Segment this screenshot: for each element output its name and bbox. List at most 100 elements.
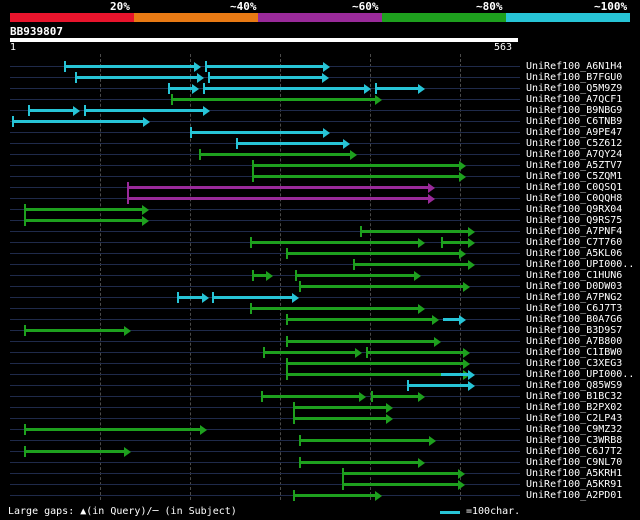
hit-segment[interactable] (235, 142, 345, 145)
hit-label-link[interactable]: UniRef100_C9MZ32 (526, 424, 623, 435)
hit-arrow-icon (201, 292, 209, 303)
hit-segment[interactable] (11, 120, 144, 123)
hit-segment[interactable] (286, 340, 436, 343)
hit-segment[interactable] (342, 483, 459, 486)
hit-segment[interactable] (28, 109, 75, 112)
hit-label-link[interactable]: UniRef100_A5KR91 (526, 479, 623, 490)
hit-segment[interactable] (204, 65, 325, 68)
hit-segment[interactable] (251, 175, 460, 178)
hit-segment[interactable] (207, 76, 324, 79)
hit-segment[interactable] (360, 230, 469, 233)
hit-segment[interactable] (365, 351, 465, 354)
hit-arrow-icon (458, 171, 466, 182)
hit-label-link[interactable]: UniRef100_C1HUN6 (526, 270, 623, 281)
hit-segment[interactable] (127, 186, 429, 189)
hit-segment[interactable] (23, 428, 201, 431)
hit-segment[interactable] (286, 318, 433, 321)
hit-label-link[interactable]: UniRef100_C6J7T3 (526, 303, 623, 314)
hit-segment[interactable] (370, 395, 420, 398)
hit-label-link[interactable]: UniRef100_C0QSQ1 (526, 182, 623, 193)
hit-label-link[interactable]: UniRef100_A5KRH1 (526, 468, 623, 479)
hit-label-link[interactable]: UniRef100_C3WRB8 (526, 435, 623, 446)
hit-segment[interactable] (167, 87, 194, 90)
hit-segment[interactable] (250, 307, 420, 310)
hit-label-link[interactable]: UniRef100_A2PD01 (526, 490, 623, 501)
hit-segment[interactable] (190, 131, 325, 134)
hit-segment[interactable] (176, 296, 203, 299)
hit-label-link[interactable]: UniRef100_B0A7G6 (526, 314, 623, 325)
hit-label-link[interactable]: UniRef100_A7PNF4 (526, 226, 623, 237)
hit-arrow-icon (354, 347, 362, 358)
hit-segment[interactable] (286, 362, 465, 365)
hit-segment[interactable] (23, 219, 143, 222)
hit-segment[interactable] (298, 439, 430, 442)
hit-segment[interactable] (374, 87, 420, 90)
hit-label-link[interactable]: UniRef100_C2LP43 (526, 413, 623, 424)
hit-label-link[interactable]: UniRef100_A7PNG2 (526, 292, 623, 303)
hit-segment[interactable] (295, 274, 415, 277)
hit-segment[interactable] (262, 351, 356, 354)
hit-segment[interactable] (64, 65, 196, 68)
hit-label-link[interactable]: UniRef100_UPI000.. (526, 259, 635, 270)
hit-segment[interactable] (260, 395, 360, 398)
hit-segment[interactable] (250, 241, 420, 244)
hit-label-link[interactable]: UniRef100_A7B800 (526, 336, 623, 347)
hit-segment[interactable] (443, 318, 460, 321)
hit-segment[interactable] (286, 252, 460, 255)
hit-segment[interactable] (23, 208, 143, 211)
hit-label-link[interactable]: UniRef100_B2PX02 (526, 402, 623, 413)
hit-segment[interactable] (407, 384, 469, 387)
hit-segment[interactable] (74, 76, 198, 79)
hit-segment[interactable] (170, 98, 376, 101)
hit-label-link[interactable]: UniRef100_B9NBG9 (526, 105, 623, 116)
hit-label-link[interactable]: UniRef100_B7FGU0 (526, 72, 623, 83)
hit-label-link[interactable]: UniRef100_A7QCF1 (526, 94, 623, 105)
hit-segment[interactable] (298, 461, 420, 464)
hit-segment[interactable] (212, 296, 293, 299)
hit-segment[interactable] (441, 373, 469, 376)
hit-label-link[interactable]: UniRef100_C0QQH8 (526, 193, 623, 204)
hit-label-link[interactable]: UniRef100_UPI000.. (526, 369, 635, 380)
hit-label-link[interactable]: UniRef100_C5Z612 (526, 138, 623, 149)
hit-arrow-icon (374, 94, 382, 105)
hit-label-link[interactable]: UniRef100_A6N1H4 (526, 61, 623, 72)
hit-segment[interactable] (23, 329, 125, 332)
hit-label-link[interactable]: UniRef100_Q5M9Z9 (526, 83, 623, 94)
hit-label-link[interactable]: UniRef100_C1IBW0 (526, 347, 623, 358)
hit-segment[interactable] (251, 164, 460, 167)
hit-segment[interactable] (286, 373, 465, 376)
hit-label-link[interactable]: UniRef100_C5ZQM1 (526, 171, 623, 182)
hit-segment[interactable] (342, 472, 459, 475)
hit-segment[interactable] (293, 406, 388, 409)
hit-label-link[interactable]: UniRef100_A7QY24 (526, 149, 623, 160)
hit-label-link[interactable]: UniRef100_C9NL70 (526, 457, 623, 468)
hit-label-link[interactable]: UniRef100_C6J7T2 (526, 446, 623, 457)
hit-label-link[interactable]: UniRef100_C6TNB9 (526, 116, 623, 127)
hit-label-link[interactable]: UniRef100_Q85WS9 (526, 380, 623, 391)
hit-arrow-icon (413, 270, 421, 281)
hit-label-link[interactable]: UniRef100_D0DW03 (526, 281, 623, 292)
hit-label-link[interactable]: UniRef100_B1BC32 (526, 391, 623, 402)
hit-segment[interactable] (293, 494, 376, 497)
hit-label-link[interactable]: UniRef100_C7T760 (526, 237, 623, 248)
hit-label-link[interactable]: UniRef100_A5KL06 (526, 248, 623, 259)
hit-segment[interactable] (251, 274, 268, 277)
hit-segment[interactable] (23, 450, 125, 453)
hit-label-link[interactable]: UniRef100_C3XEG3 (526, 358, 623, 369)
hit-label-link[interactable]: UniRef100_A9PE47 (526, 127, 623, 138)
hit-segment[interactable] (199, 153, 352, 156)
hit-arrow-icon (350, 149, 358, 160)
hit-segment[interactable] (203, 87, 365, 90)
hit-segment[interactable] (352, 263, 469, 266)
hit-segment[interactable] (293, 417, 388, 420)
hit-segment[interactable] (127, 197, 429, 200)
hit-segment[interactable] (83, 109, 205, 112)
hit-label-link[interactable]: UniRef100_A5ZTV7 (526, 160, 623, 171)
hit-arrow-icon (458, 160, 466, 171)
hit-label-link[interactable]: UniRef100_B3D9S7 (526, 325, 623, 336)
hit-arrow-icon (141, 215, 149, 226)
hit-segment[interactable] (298, 285, 465, 288)
hit-segment[interactable] (441, 241, 469, 244)
hit-label-link[interactable]: UniRef100_Q9RX04 (526, 204, 623, 215)
hit-label-link[interactable]: UniRef100_Q9RS75 (526, 215, 623, 226)
